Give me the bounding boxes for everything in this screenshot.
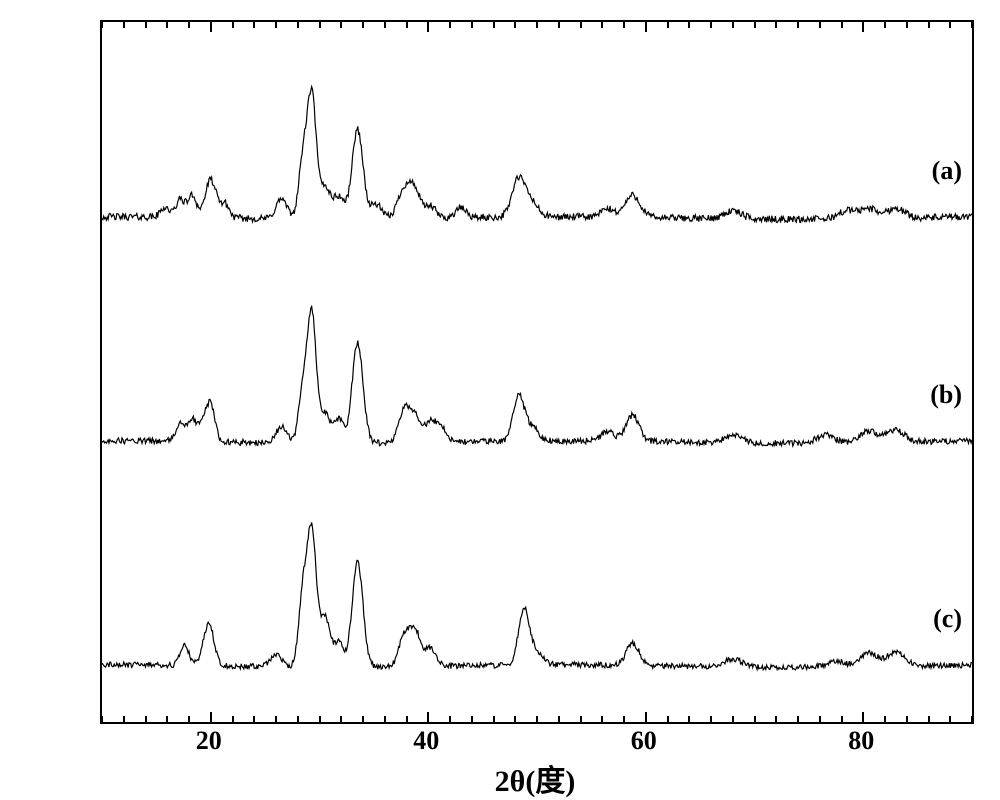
tick — [340, 22, 342, 28]
tick — [928, 716, 930, 722]
tick — [949, 716, 951, 722]
tick — [427, 712, 429, 722]
xrd-figure: 强度(任意单位) (a) (b) (c) 20406080 2θ(度) — [0, 0, 1000, 799]
x-axis-label: 2θ(度) — [100, 756, 970, 800]
xtick-label: 60 — [631, 726, 657, 756]
tick — [601, 716, 603, 722]
tick — [841, 22, 843, 28]
tick — [340, 716, 342, 722]
tick — [667, 716, 669, 722]
tick — [558, 22, 560, 28]
tick — [253, 716, 255, 722]
tick — [210, 712, 212, 722]
tick — [253, 22, 255, 28]
tick — [166, 22, 168, 28]
tick — [971, 22, 973, 28]
tick — [732, 716, 734, 722]
plot-area: (a) (b) (c) — [100, 20, 974, 724]
tick — [188, 716, 190, 722]
tick — [275, 22, 277, 28]
tick — [275, 716, 277, 722]
tick — [471, 22, 473, 28]
tick — [145, 22, 147, 28]
tick — [884, 716, 886, 722]
tick — [623, 716, 625, 722]
tick — [384, 716, 386, 722]
tick — [471, 716, 473, 722]
tick — [688, 22, 690, 28]
xtick-label: 20 — [196, 726, 222, 756]
xtick-label: 40 — [413, 726, 439, 756]
tick — [688, 716, 690, 722]
tick — [514, 716, 516, 722]
tick — [536, 716, 538, 722]
tick — [362, 22, 364, 28]
tick — [210, 22, 212, 32]
tick — [906, 22, 908, 28]
pattern-c — [102, 22, 972, 722]
tick — [319, 716, 321, 722]
tick — [841, 716, 843, 722]
tick — [449, 716, 451, 722]
tick — [384, 22, 386, 28]
tick — [232, 716, 234, 722]
tick — [101, 22, 103, 28]
tick — [819, 22, 821, 28]
tick — [971, 716, 973, 722]
tick — [754, 716, 756, 722]
tick — [123, 22, 125, 28]
tick — [623, 22, 625, 28]
tick — [710, 716, 712, 722]
tick — [667, 22, 669, 28]
tick — [797, 22, 799, 28]
tick — [493, 22, 495, 28]
tick — [558, 716, 560, 722]
tick — [580, 22, 582, 28]
tick — [732, 22, 734, 28]
tick — [884, 22, 886, 28]
series-label-b: (b) — [930, 380, 962, 410]
tick — [536, 22, 538, 28]
tick — [775, 716, 777, 722]
tick — [406, 716, 408, 722]
tick — [862, 22, 864, 32]
tick — [362, 716, 364, 722]
tick — [906, 716, 908, 722]
tick — [297, 22, 299, 28]
tick — [101, 716, 103, 722]
tick — [580, 716, 582, 722]
series-label-c: (c) — [933, 604, 962, 634]
tick — [601, 22, 603, 28]
tick — [123, 716, 125, 722]
tick — [145, 716, 147, 722]
tick — [319, 22, 321, 28]
tick — [297, 716, 299, 722]
tick — [775, 22, 777, 28]
tick — [449, 22, 451, 28]
tick — [797, 716, 799, 722]
tick — [166, 716, 168, 722]
tick — [406, 22, 408, 28]
tick — [949, 22, 951, 28]
tick — [754, 22, 756, 28]
tick — [819, 716, 821, 722]
tick — [493, 716, 495, 722]
tick — [928, 22, 930, 28]
tick — [188, 22, 190, 28]
tick — [427, 22, 429, 32]
series-label-a: (a) — [932, 156, 962, 186]
tick — [232, 22, 234, 28]
tick — [645, 22, 647, 32]
xtick-label: 80 — [848, 726, 874, 756]
tick — [645, 712, 647, 722]
tick — [710, 22, 712, 28]
tick — [514, 22, 516, 28]
tick — [862, 712, 864, 722]
